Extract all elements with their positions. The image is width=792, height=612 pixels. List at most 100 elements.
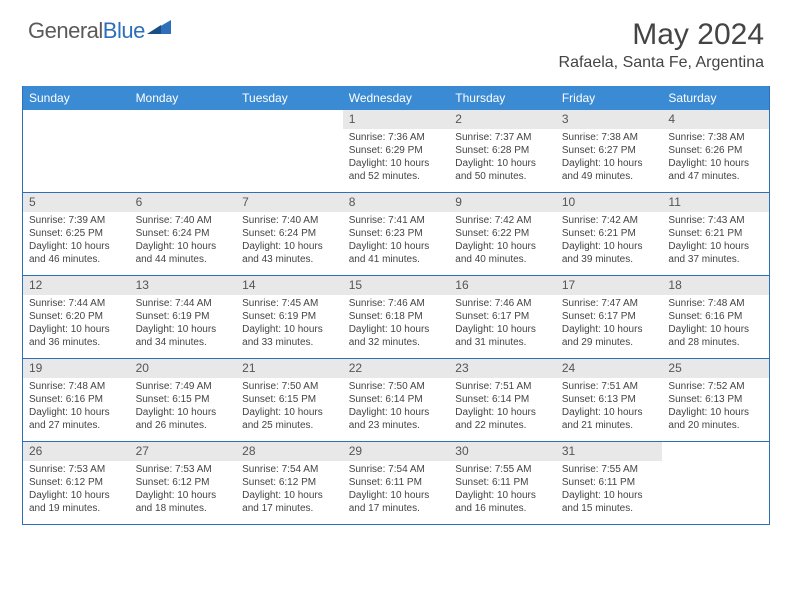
sunrise-value: 7:50 AM	[388, 381, 425, 392]
calendar-day: 5Sunrise: 7:39 AMSunset: 6:25 PMDaylight…	[23, 193, 130, 275]
daylight-line: Daylight: 10 hours and 43 minutes.	[242, 241, 337, 267]
daylight-value: 10 hours and 33 minutes.	[242, 324, 323, 348]
sunset-value: 6:26 PM	[705, 145, 742, 156]
logo: GeneralBlue	[28, 18, 173, 44]
sunrise-line: Sunrise: 7:38 AM	[668, 132, 763, 145]
day-details: Sunrise: 7:54 AMSunset: 6:12 PMDaylight:…	[236, 461, 343, 519]
sunset-line: Sunset: 6:20 PM	[29, 311, 124, 324]
day-number: 17	[556, 276, 663, 295]
sunrise-line: Sunrise: 7:42 AM	[455, 215, 550, 228]
title-block: May 2024 Rafaela, Santa Fe, Argentina	[559, 18, 764, 72]
sunrise-line: Sunrise: 7:51 AM	[455, 381, 550, 394]
sunrise-value: 7:52 AM	[708, 381, 745, 392]
sunset-value: 6:21 PM	[599, 228, 636, 239]
daylight-line: Daylight: 10 hours and 32 minutes.	[349, 324, 444, 350]
sunset-value: 6:29 PM	[385, 145, 422, 156]
sunset-line: Sunset: 6:26 PM	[668, 145, 763, 158]
daylight-value: 10 hours and 21 minutes.	[562, 407, 643, 431]
sunset-value: 6:13 PM	[599, 394, 636, 405]
day-number: 8	[343, 193, 450, 212]
day-details: Sunrise: 7:54 AMSunset: 6:11 PMDaylight:…	[343, 461, 450, 519]
daylight-value: 10 hours and 28 minutes.	[668, 324, 749, 348]
sunset-line: Sunset: 6:25 PM	[29, 228, 124, 241]
daylight-value: 10 hours and 49 minutes.	[562, 158, 643, 182]
sunset-value: 6:17 PM	[599, 311, 636, 322]
calendar-day: 11Sunrise: 7:43 AMSunset: 6:21 PMDayligh…	[662, 193, 769, 275]
daylight-line: Daylight: 10 hours and 40 minutes.	[455, 241, 550, 267]
sunset-line: Sunset: 6:11 PM	[455, 477, 550, 490]
day-number: 28	[236, 442, 343, 461]
sunrise-value: 7:36 AM	[388, 132, 425, 143]
day-number: 24	[556, 359, 663, 378]
sunrise-value: 7:53 AM	[175, 464, 212, 475]
sunrise-value: 7:40 AM	[282, 215, 319, 226]
day-details: Sunrise: 7:36 AMSunset: 6:29 PMDaylight:…	[343, 129, 450, 187]
logo-text: GeneralBlue	[28, 18, 145, 44]
sunset-value: 6:15 PM	[172, 394, 209, 405]
sunrise-line: Sunrise: 7:45 AM	[242, 298, 337, 311]
daylight-line: Daylight: 10 hours and 31 minutes.	[455, 324, 550, 350]
sunrise-line: Sunrise: 7:40 AM	[242, 215, 337, 228]
calendar-day: 31Sunrise: 7:55 AMSunset: 6:11 PMDayligh…	[556, 442, 663, 524]
sunset-line: Sunset: 6:17 PM	[562, 311, 657, 324]
sunrise-line: Sunrise: 7:51 AM	[562, 381, 657, 394]
sunrise-value: 7:38 AM	[708, 132, 745, 143]
sunset-line: Sunset: 6:28 PM	[455, 145, 550, 158]
sunrise-line: Sunrise: 7:47 AM	[562, 298, 657, 311]
sunset-value: 6:27 PM	[599, 145, 636, 156]
day-details: Sunrise: 7:50 AMSunset: 6:15 PMDaylight:…	[236, 378, 343, 436]
day-details: Sunrise: 7:40 AMSunset: 6:24 PMDaylight:…	[130, 212, 237, 270]
dow-tuesday: Tuesday	[236, 86, 343, 110]
daylight-line: Daylight: 10 hours and 15 minutes.	[562, 490, 657, 516]
sunset-line: Sunset: 6:19 PM	[242, 311, 337, 324]
day-number	[662, 442, 769, 446]
sunset-value: 6:16 PM	[705, 311, 742, 322]
daylight-line: Daylight: 10 hours and 36 minutes.	[29, 324, 124, 350]
sunrise-line: Sunrise: 7:43 AM	[668, 215, 763, 228]
sunrise-line: Sunrise: 7:53 AM	[29, 464, 124, 477]
sunrise-value: 7:54 AM	[282, 464, 319, 475]
day-details: Sunrise: 7:55 AMSunset: 6:11 PMDaylight:…	[556, 461, 663, 519]
calendar-day: 16Sunrise: 7:46 AMSunset: 6:17 PMDayligh…	[449, 276, 556, 358]
day-number: 12	[23, 276, 130, 295]
daylight-line: Daylight: 10 hours and 33 minutes.	[242, 324, 337, 350]
sunset-line: Sunset: 6:15 PM	[136, 394, 231, 407]
sunrise-line: Sunrise: 7:41 AM	[349, 215, 444, 228]
sunrise-value: 7:47 AM	[601, 298, 638, 309]
sunrise-value: 7:53 AM	[68, 464, 105, 475]
sunset-line: Sunset: 6:16 PM	[29, 394, 124, 407]
sunset-line: Sunset: 6:16 PM	[668, 311, 763, 324]
sunset-value: 6:16 PM	[66, 394, 103, 405]
sunrise-line: Sunrise: 7:46 AM	[455, 298, 550, 311]
sunset-value: 6:18 PM	[385, 311, 422, 322]
day-number: 13	[130, 276, 237, 295]
sunset-line: Sunset: 6:19 PM	[136, 311, 231, 324]
day-details: Sunrise: 7:44 AMSunset: 6:19 PMDaylight:…	[130, 295, 237, 353]
daylight-value: 10 hours and 44 minutes.	[136, 241, 217, 265]
calendar-day: 27Sunrise: 7:53 AMSunset: 6:12 PMDayligh…	[130, 442, 237, 524]
sunrise-line: Sunrise: 7:39 AM	[29, 215, 124, 228]
daylight-line: Daylight: 10 hours and 46 minutes.	[29, 241, 124, 267]
sunset-value: 6:13 PM	[705, 394, 742, 405]
dow-thursday: Thursday	[449, 86, 556, 110]
day-details: Sunrise: 7:46 AMSunset: 6:18 PMDaylight:…	[343, 295, 450, 353]
sunrise-line: Sunrise: 7:48 AM	[29, 381, 124, 394]
sunset-value: 6:12 PM	[172, 477, 209, 488]
sunset-value: 6:19 PM	[279, 311, 316, 322]
sunrise-value: 7:46 AM	[495, 298, 532, 309]
daylight-value: 10 hours and 27 minutes.	[29, 407, 110, 431]
day-details: Sunrise: 7:53 AMSunset: 6:12 PMDaylight:…	[23, 461, 130, 519]
daylight-line: Daylight: 10 hours and 37 minutes.	[668, 241, 763, 267]
sail-icon	[147, 18, 173, 36]
sunset-value: 6:12 PM	[66, 477, 103, 488]
day-details: Sunrise: 7:42 AMSunset: 6:22 PMDaylight:…	[449, 212, 556, 270]
day-details: Sunrise: 7:55 AMSunset: 6:11 PMDaylight:…	[449, 461, 556, 519]
day-number: 26	[23, 442, 130, 461]
calendar-day: 29Sunrise: 7:54 AMSunset: 6:11 PMDayligh…	[343, 442, 450, 524]
sunrise-line: Sunrise: 7:55 AM	[455, 464, 550, 477]
daylight-value: 10 hours and 23 minutes.	[349, 407, 430, 431]
sunrise-line: Sunrise: 7:54 AM	[242, 464, 337, 477]
logo-word2: Blue	[103, 18, 145, 43]
daylight-line: Daylight: 10 hours and 47 minutes.	[668, 158, 763, 184]
sunrise-value: 7:46 AM	[388, 298, 425, 309]
